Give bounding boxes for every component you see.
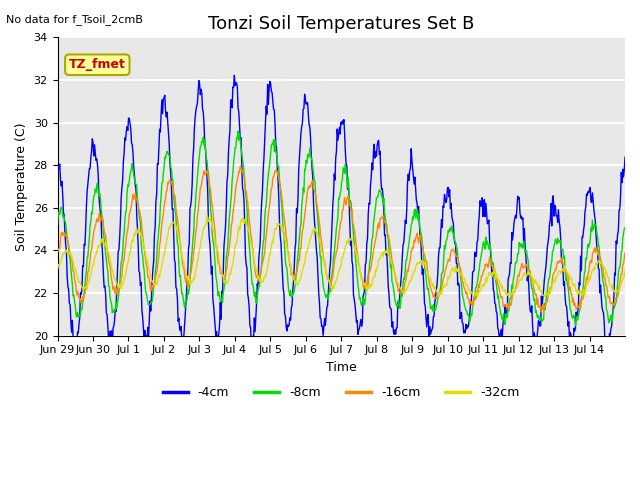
- Text: TZ_fmet: TZ_fmet: [69, 58, 125, 71]
- Title: Tonzi Soil Temperatures Set B: Tonzi Soil Temperatures Set B: [208, 15, 474, 33]
- Text: No data for f_Tsoil_2cmB: No data for f_Tsoil_2cmB: [6, 14, 143, 25]
- Y-axis label: Soil Temperature (C): Soil Temperature (C): [15, 122, 28, 251]
- Legend: -4cm, -8cm, -16cm, -32cm: -4cm, -8cm, -16cm, -32cm: [158, 381, 525, 404]
- X-axis label: Time: Time: [326, 361, 356, 374]
